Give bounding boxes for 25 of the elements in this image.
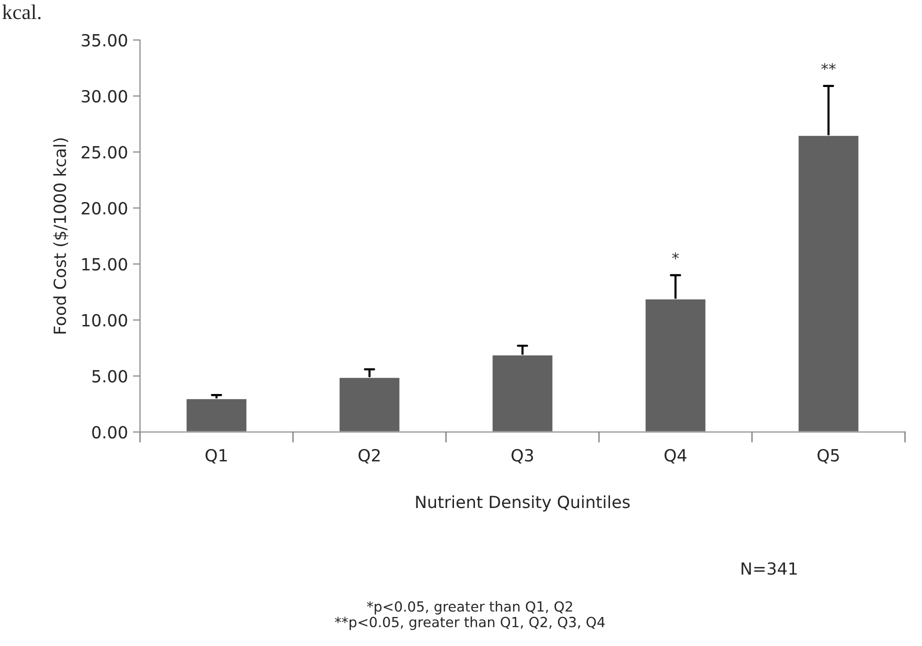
text: N=341 bbox=[742, 562, 797, 575]
y-tick-label: 0.00 bbox=[92, 426, 128, 439]
annotation: ** bbox=[821, 63, 836, 70]
bar bbox=[644, 298, 707, 432]
y-tick-label: 30.00 bbox=[82, 90, 128, 103]
x-tick-label: Q5 bbox=[818, 448, 839, 464]
x-tick-label: Q2 bbox=[358, 448, 380, 464]
bar bbox=[797, 134, 860, 432]
y-tick-label: 35.00 bbox=[82, 34, 128, 47]
x-tick-label: Q1 bbox=[206, 448, 227, 464]
bar bbox=[185, 398, 248, 432]
annotation: * bbox=[672, 252, 679, 260]
bar bbox=[338, 376, 401, 432]
x-tick-label: Q3 bbox=[512, 448, 534, 464]
bar bbox=[491, 354, 554, 432]
y-tick-label: 15.00 bbox=[82, 258, 128, 271]
y-tick-label: 20.00 bbox=[82, 202, 128, 215]
x-axis-title: Nutrient Density Quintiles bbox=[416, 495, 630, 512]
x-tick-label: Q4 bbox=[664, 448, 686, 464]
y-axis-title: Food Cost ($/1000 kcal) bbox=[53, 138, 68, 334]
y-tick-label: 25.00 bbox=[82, 146, 128, 159]
y-tick-label: 5.00 bbox=[92, 370, 128, 383]
text: kcal. bbox=[2, 4, 41, 20]
y-tick-label: 10.00 bbox=[82, 314, 128, 327]
text: *p<0.05, greater than Q1, Q2 **p<0.05, greater than Q1, Q2, Q3, Q4 bbox=[334, 601, 605, 630]
